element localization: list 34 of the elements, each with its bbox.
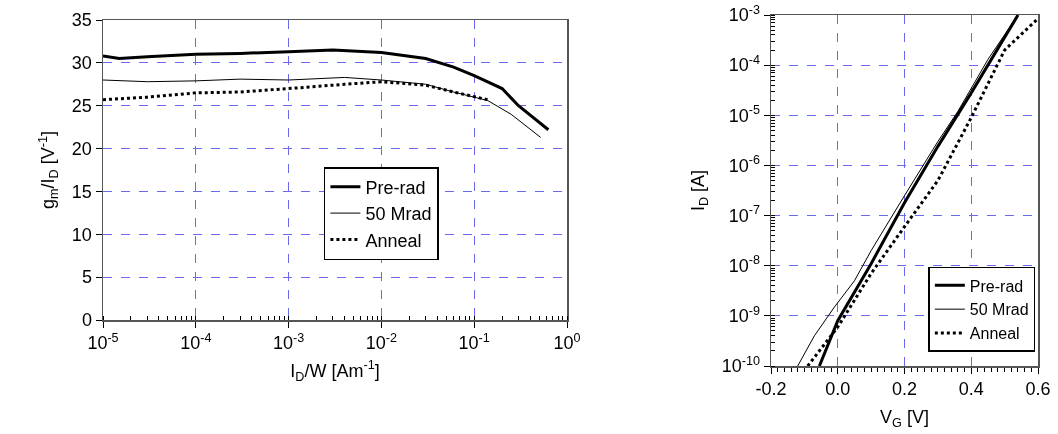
legend-label: 50 Mrad	[365, 204, 432, 225]
x-tick-label: 10$^{0}$	[553, 330, 581, 354]
legend-label: 50 Mrad	[969, 301, 1029, 319]
y-tick-label: 10	[71, 224, 92, 245]
y-tick-label: 10$^{-6}$	[728, 153, 760, 176]
y-tick-label: 10$^{-7}$	[728, 203, 760, 226]
y-tick-label: 10$^{-8}$	[728, 253, 760, 277]
y-tick-label: 10$^{-4}$	[728, 52, 760, 76]
x-tick-label: 10$^{-4}$	[180, 330, 212, 354]
x-tick-label: -0.2	[755, 379, 787, 400]
x-tick-label: 0.0	[825, 379, 851, 400]
y-tick-label: 10$^{-3}$	[728, 2, 760, 26]
x-tick-label: 10$^{-3}$	[272, 330, 305, 354]
x-tick-label: 0.4	[958, 379, 984, 400]
x-axis-title: V$_{G}$ [V]	[880, 406, 929, 430]
x-tick-label: 0.6	[1025, 379, 1051, 400]
y-tick-label: 10$^{-5}$	[728, 103, 760, 126]
legend-label: Anneal	[365, 230, 422, 251]
legend-label: Pre-rad	[365, 177, 426, 198]
legend-label: Pre-rad	[969, 277, 1024, 295]
y-tick-label: 30	[71, 53, 92, 74]
legend-label: Anneal	[969, 325, 1020, 343]
x-axis-title: I$_{D}$/W [Am$^{-1}$]	[290, 358, 380, 384]
y-tick-label: 0	[81, 310, 92, 331]
x-tick-label: 10$^{-1}$	[458, 330, 490, 354]
y-tick-label: 25	[71, 96, 92, 117]
y-tick-label: 15	[71, 181, 92, 202]
y-tick-label: 5	[81, 267, 92, 288]
x-tick-label: 0.2	[891, 379, 918, 400]
y-tick-label: 20	[71, 138, 92, 159]
y-tick-label: 35	[71, 10, 92, 31]
y-tick-label: 10$^{-9}$	[728, 303, 760, 327]
x-tick-label: 10$^{-2}$	[365, 330, 398, 354]
y-tick-label: 10$^{-10}$	[721, 353, 760, 377]
